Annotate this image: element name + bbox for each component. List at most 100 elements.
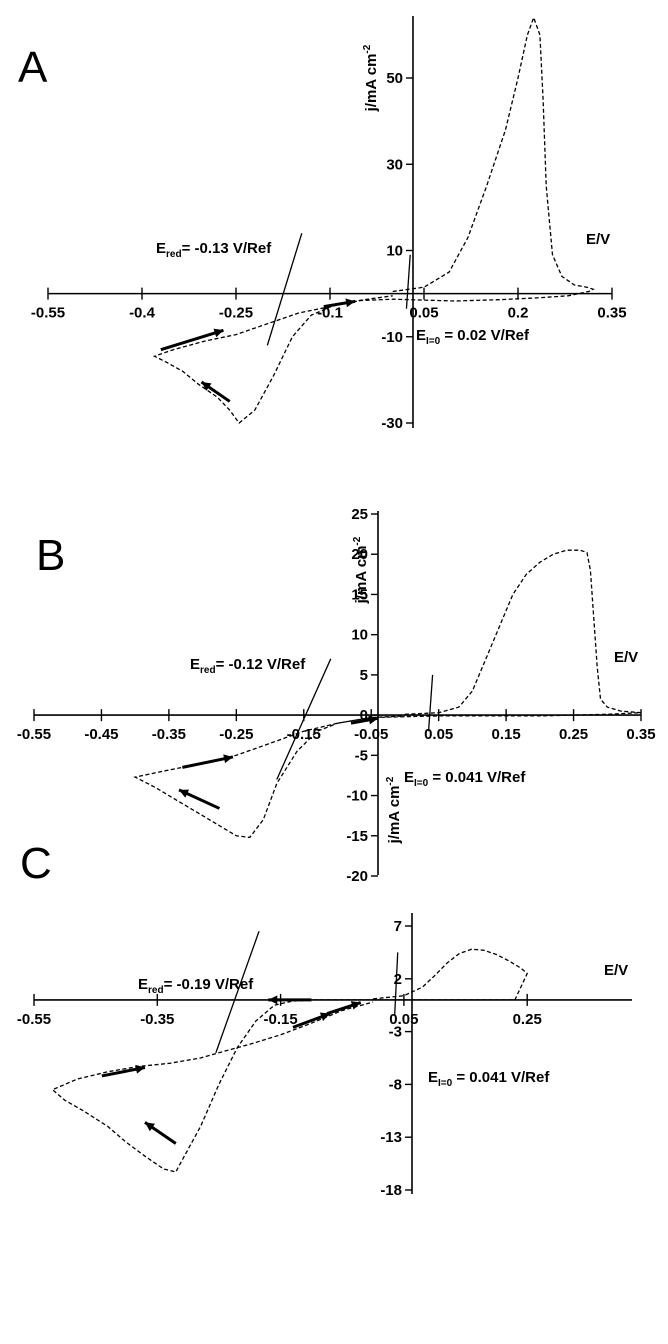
x-tick-label: 0.05: [389, 1011, 418, 1028]
cv-curve: [51, 948, 528, 1173]
y-tick-label: -10: [381, 329, 403, 346]
y-axis-label-sup: -2: [362, 44, 373, 53]
y-tick-label: -18: [380, 1182, 402, 1199]
y-axis-label-sup: -2: [385, 776, 396, 785]
zero-current-marker: [427, 674, 434, 732]
y-tick-label: 50: [386, 70, 403, 87]
y-tick-label: 0: [360, 707, 368, 724]
arrow-head: [213, 328, 224, 338]
arrow-head: [144, 1122, 155, 1132]
x-tick-label: 0.25: [513, 1011, 542, 1028]
annotation-rest: = 0.02 V/Ref: [440, 327, 530, 344]
y-axis-label-main: j/mA cm: [353, 546, 370, 605]
arrow-head: [135, 1064, 145, 1074]
y-tick-label: -20: [346, 868, 368, 885]
x-tick-label: -0.45: [84, 726, 118, 743]
annotation-rest: = 0.041 V/Ref: [428, 769, 526, 786]
scan-direction-arrow: [160, 328, 224, 352]
y-axis-label: j/mA cm-2: [362, 44, 380, 112]
x-tick-label: 0.25: [559, 726, 588, 743]
y-tick-label: -3: [389, 1024, 402, 1041]
x-tick-label: -0.55: [31, 305, 65, 322]
x-tick-label: -0.55: [17, 1011, 51, 1028]
x-tick-label: 0.35: [597, 305, 626, 322]
annotation-rest: = -0.13 V/Ref: [182, 240, 273, 257]
y-tick-label: 20: [351, 546, 368, 563]
arrow-head: [201, 382, 212, 391]
y-axis-label-main: j/mA cm: [363, 54, 380, 113]
annotation-main: E: [428, 1069, 438, 1086]
arrow-head: [368, 715, 378, 725]
y-tick-label: -5: [355, 747, 368, 764]
x-tick-label: -0.15: [263, 1011, 297, 1028]
x-tick-label: -0.1: [317, 305, 343, 322]
x-tick-label: -0.35: [140, 1011, 174, 1028]
y-axis-label: j/mA cm-2: [385, 776, 403, 844]
x-axis-label: E/V: [614, 649, 638, 666]
y-tick-label: 10: [386, 243, 403, 260]
y-tick-label: 2: [394, 971, 402, 988]
y-axis-label-main: j/mA cm: [386, 786, 403, 845]
annotation-rest: = -0.12 V/Ref: [216, 656, 307, 673]
panel-a: A -0.55 -0.4 -0.25 -0.1 0.05 0.2 0.35 -30 -10 10 30…: [18, 15, 627, 432]
x-tick-label: 0.2: [508, 305, 529, 322]
ered-annotation: Ered= -0.12 V/Ref: [190, 656, 306, 676]
cv-curve: [133, 549, 642, 839]
annotation-rest: = 0.041 V/Ref: [452, 1069, 550, 1086]
annotation-main: E: [156, 240, 166, 257]
x-tick-label: 0.15: [492, 726, 521, 743]
arrow-head: [223, 754, 233, 764]
y-tick-label: 15: [351, 586, 368, 603]
annotation-sub: red: [148, 985, 164, 996]
annotation-sub: I=0: [438, 1078, 453, 1089]
annotation-main: E: [138, 976, 148, 993]
y-tick-label: -15: [346, 828, 368, 845]
annotation-main: E: [190, 656, 200, 673]
y-tick-label: 30: [386, 156, 403, 173]
ered-annotation: Ered= -0.19 V/Ref: [138, 976, 254, 996]
arrow-head: [268, 995, 278, 1005]
annotation-sub: red: [200, 665, 216, 676]
x-tick-label: 0.35: [626, 726, 655, 743]
annotation-main: E: [416, 327, 426, 344]
panel-letter: A: [18, 43, 48, 92]
x-tick-label: -0.05: [354, 726, 388, 743]
x-tick-label: -0.25: [219, 305, 253, 322]
panel-letter: C: [20, 839, 52, 888]
zero-current-marker: [405, 254, 411, 309]
x-tick-label: -0.55: [17, 726, 51, 743]
annotation-sub: I=0: [414, 778, 429, 789]
ei0-annotation: EI=0 = 0.041 V/Ref: [404, 769, 526, 789]
y-tick-label: -13: [380, 1129, 402, 1146]
y-tick-label: -10: [346, 788, 368, 805]
arrow-head: [350, 1001, 361, 1010]
x-tick-label: -0.4: [129, 305, 156, 322]
ei0-annotation: EI=0 = 0.02 V/Ref: [416, 327, 530, 347]
ei0-annotation: EI=0 = 0.041 V/Ref: [428, 1069, 550, 1089]
annotation-main: E: [404, 769, 414, 786]
x-axis-label: E/V: [604, 962, 628, 979]
y-tick-label: -8: [389, 1076, 402, 1093]
ered-annotation: Ered= -0.13 V/Ref: [156, 240, 272, 260]
tangent-line: [215, 931, 260, 1053]
cv-curve: [152, 15, 595, 424]
y-tick-label: 5: [360, 667, 368, 684]
x-tick-label: 0.05: [409, 305, 438, 322]
tangent-line: [276, 658, 332, 780]
tangent-line: [266, 233, 303, 346]
panel-letter: B: [36, 531, 65, 580]
y-tick-label: 25: [351, 506, 368, 523]
annotation-sub: red: [166, 249, 182, 260]
x-tick-label: -0.35: [152, 726, 186, 743]
y-tick-label: -30: [381, 415, 403, 432]
y-axis-label-sup: -2: [352, 536, 363, 545]
y-tick-label: 10: [351, 627, 368, 644]
annotation-sub: I=0: [426, 336, 441, 347]
x-axis-label: E/V: [586, 231, 610, 248]
x-tick-label: 0.05: [424, 726, 453, 743]
zero-current-marker: [394, 952, 399, 1016]
x-tick-label: -0.25: [219, 726, 253, 743]
panel-c: C -0.55 -0.35 -0.15 0.05 0.25 -18 -13 -8 -3 2 7 E/V j…: [17, 776, 632, 1199]
arrow-head: [345, 298, 356, 308]
